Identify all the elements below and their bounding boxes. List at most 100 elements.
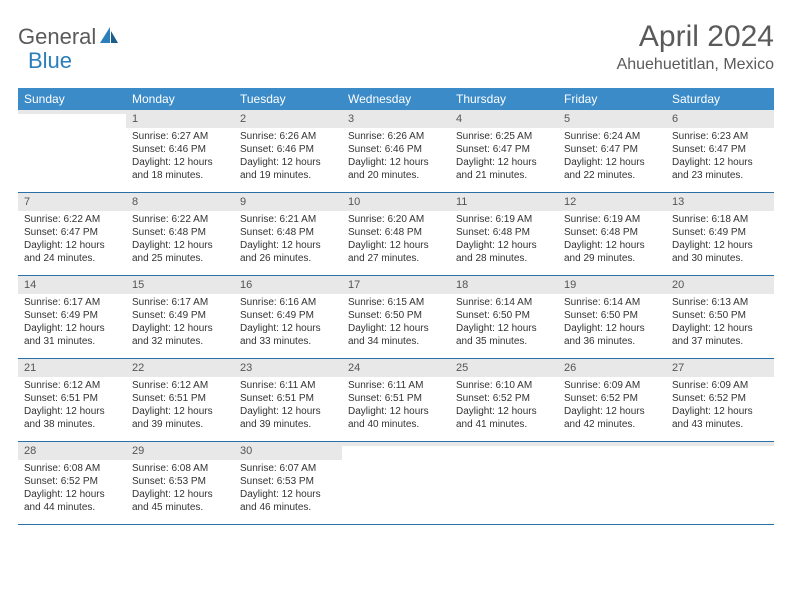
- week-row: 21Sunrise: 6:12 AMSunset: 6:51 PMDayligh…: [18, 359, 774, 442]
- day-number: 16: [234, 276, 342, 294]
- day-number: 29: [126, 442, 234, 460]
- day-body: Sunrise: 6:08 AMSunset: 6:53 PMDaylight:…: [126, 460, 234, 518]
- sunrise: Sunrise: 6:12 AM: [24, 379, 120, 392]
- sunrise: Sunrise: 6:20 AM: [348, 213, 444, 226]
- location: Ahuehuetitlan, Mexico: [617, 56, 774, 74]
- day-cell: 28Sunrise: 6:08 AMSunset: 6:52 PMDayligh…: [18, 442, 126, 524]
- daylight-1: Daylight: 12 hours: [24, 405, 120, 418]
- header: General April 2024 Ahuehuetitlan, Mexico: [18, 20, 774, 74]
- day-body: Sunrise: 6:12 AMSunset: 6:51 PMDaylight:…: [18, 377, 126, 435]
- sunset: Sunset: 6:49 PM: [672, 226, 768, 239]
- weekday-header-row: Sunday Monday Tuesday Wednesday Thursday…: [18, 88, 774, 110]
- day-number: 13: [666, 193, 774, 211]
- day-body: Sunrise: 6:07 AMSunset: 6:53 PMDaylight:…: [234, 460, 342, 518]
- day-cell: [342, 442, 450, 524]
- day-body: [450, 446, 558, 452]
- day-number: 23: [234, 359, 342, 377]
- sunrise: Sunrise: 6:14 AM: [456, 296, 552, 309]
- sunset: Sunset: 6:46 PM: [240, 143, 336, 156]
- sunset: Sunset: 6:47 PM: [564, 143, 660, 156]
- sunrise: Sunrise: 6:17 AM: [132, 296, 228, 309]
- daylight-2: and 39 minutes.: [132, 418, 228, 431]
- sunset: Sunset: 6:53 PM: [132, 475, 228, 488]
- day-cell: 1Sunrise: 6:27 AMSunset: 6:46 PMDaylight…: [126, 110, 234, 192]
- day-body: Sunrise: 6:18 AMSunset: 6:49 PMDaylight:…: [666, 211, 774, 269]
- daylight-1: Daylight: 12 hours: [456, 405, 552, 418]
- day-body: Sunrise: 6:12 AMSunset: 6:51 PMDaylight:…: [126, 377, 234, 435]
- daylight-1: Daylight: 12 hours: [240, 322, 336, 335]
- sunset: Sunset: 6:50 PM: [348, 309, 444, 322]
- sunrise: Sunrise: 6:07 AM: [240, 462, 336, 475]
- sunrise: Sunrise: 6:23 AM: [672, 130, 768, 143]
- sunrise: Sunrise: 6:10 AM: [456, 379, 552, 392]
- sunrise: Sunrise: 6:26 AM: [240, 130, 336, 143]
- daylight-1: Daylight: 12 hours: [348, 322, 444, 335]
- day-cell: 17Sunrise: 6:15 AMSunset: 6:50 PMDayligh…: [342, 276, 450, 358]
- day-cell: 29Sunrise: 6:08 AMSunset: 6:53 PMDayligh…: [126, 442, 234, 524]
- weekday-wed: Wednesday: [342, 88, 450, 110]
- day-cell: 8Sunrise: 6:22 AMSunset: 6:48 PMDaylight…: [126, 193, 234, 275]
- day-number: 20: [666, 276, 774, 294]
- day-cell: 2Sunrise: 6:26 AMSunset: 6:46 PMDaylight…: [234, 110, 342, 192]
- weekday-fri: Friday: [558, 88, 666, 110]
- daylight-2: and 32 minutes.: [132, 335, 228, 348]
- day-cell: 30Sunrise: 6:07 AMSunset: 6:53 PMDayligh…: [234, 442, 342, 524]
- daylight-1: Daylight: 12 hours: [456, 322, 552, 335]
- day-cell: 11Sunrise: 6:19 AMSunset: 6:48 PMDayligh…: [450, 193, 558, 275]
- day-body: Sunrise: 6:23 AMSunset: 6:47 PMDaylight:…: [666, 128, 774, 186]
- daylight-2: and 26 minutes.: [240, 252, 336, 265]
- day-number: 22: [126, 359, 234, 377]
- day-cell: 20Sunrise: 6:13 AMSunset: 6:50 PMDayligh…: [666, 276, 774, 358]
- sunset: Sunset: 6:48 PM: [132, 226, 228, 239]
- day-cell: 13Sunrise: 6:18 AMSunset: 6:49 PMDayligh…: [666, 193, 774, 275]
- daylight-1: Daylight: 12 hours: [240, 405, 336, 418]
- day-cell: 5Sunrise: 6:24 AMSunset: 6:47 PMDaylight…: [558, 110, 666, 192]
- day-cell: 22Sunrise: 6:12 AMSunset: 6:51 PMDayligh…: [126, 359, 234, 441]
- daylight-2: and 44 minutes.: [24, 501, 120, 514]
- daylight-2: and 38 minutes.: [24, 418, 120, 431]
- day-body: Sunrise: 6:15 AMSunset: 6:50 PMDaylight:…: [342, 294, 450, 352]
- sunset: Sunset: 6:47 PM: [672, 143, 768, 156]
- day-number: 2: [234, 110, 342, 128]
- day-cell: 3Sunrise: 6:26 AMSunset: 6:46 PMDaylight…: [342, 110, 450, 192]
- day-cell: [666, 442, 774, 524]
- sunrise: Sunrise: 6:22 AM: [24, 213, 120, 226]
- day-body: Sunrise: 6:17 AMSunset: 6:49 PMDaylight:…: [18, 294, 126, 352]
- daylight-1: Daylight: 12 hours: [132, 488, 228, 501]
- day-cell: 23Sunrise: 6:11 AMSunset: 6:51 PMDayligh…: [234, 359, 342, 441]
- daylight-2: and 41 minutes.: [456, 418, 552, 431]
- day-cell: 6Sunrise: 6:23 AMSunset: 6:47 PMDaylight…: [666, 110, 774, 192]
- day-body: Sunrise: 6:26 AMSunset: 6:46 PMDaylight:…: [234, 128, 342, 186]
- daylight-1: Daylight: 12 hours: [240, 156, 336, 169]
- logo-sail-icon: [98, 25, 120, 50]
- daylight-2: and 35 minutes.: [456, 335, 552, 348]
- sunrise: Sunrise: 6:15 AM: [348, 296, 444, 309]
- day-cell: [558, 442, 666, 524]
- day-cell: 10Sunrise: 6:20 AMSunset: 6:48 PMDayligh…: [342, 193, 450, 275]
- daylight-2: and 29 minutes.: [564, 252, 660, 265]
- sunrise: Sunrise: 6:18 AM: [672, 213, 768, 226]
- daylight-1: Daylight: 12 hours: [564, 156, 660, 169]
- title-block: April 2024 Ahuehuetitlan, Mexico: [617, 20, 774, 74]
- sunrise: Sunrise: 6:08 AM: [24, 462, 120, 475]
- sunset: Sunset: 6:49 PM: [24, 309, 120, 322]
- day-number: 9: [234, 193, 342, 211]
- day-number: 4: [450, 110, 558, 128]
- calendar-page: General April 2024 Ahuehuetitlan, Mexico…: [0, 0, 792, 545]
- day-body: Sunrise: 6:11 AMSunset: 6:51 PMDaylight:…: [342, 377, 450, 435]
- day-number: 10: [342, 193, 450, 211]
- daylight-1: Daylight: 12 hours: [672, 322, 768, 335]
- calendar-grid: Sunday Monday Tuesday Wednesday Thursday…: [18, 88, 774, 525]
- daylight-1: Daylight: 12 hours: [564, 239, 660, 252]
- weeks-container: 1Sunrise: 6:27 AMSunset: 6:46 PMDaylight…: [18, 110, 774, 525]
- daylight-2: and 23 minutes.: [672, 169, 768, 182]
- weekday-thu: Thursday: [450, 88, 558, 110]
- day-body: Sunrise: 6:17 AMSunset: 6:49 PMDaylight:…: [126, 294, 234, 352]
- daylight-2: and 37 minutes.: [672, 335, 768, 348]
- sunset: Sunset: 6:49 PM: [240, 309, 336, 322]
- sunset: Sunset: 6:52 PM: [456, 392, 552, 405]
- daylight-1: Daylight: 12 hours: [24, 239, 120, 252]
- week-row: 1Sunrise: 6:27 AMSunset: 6:46 PMDaylight…: [18, 110, 774, 193]
- daylight-2: and 25 minutes.: [132, 252, 228, 265]
- daylight-1: Daylight: 12 hours: [348, 405, 444, 418]
